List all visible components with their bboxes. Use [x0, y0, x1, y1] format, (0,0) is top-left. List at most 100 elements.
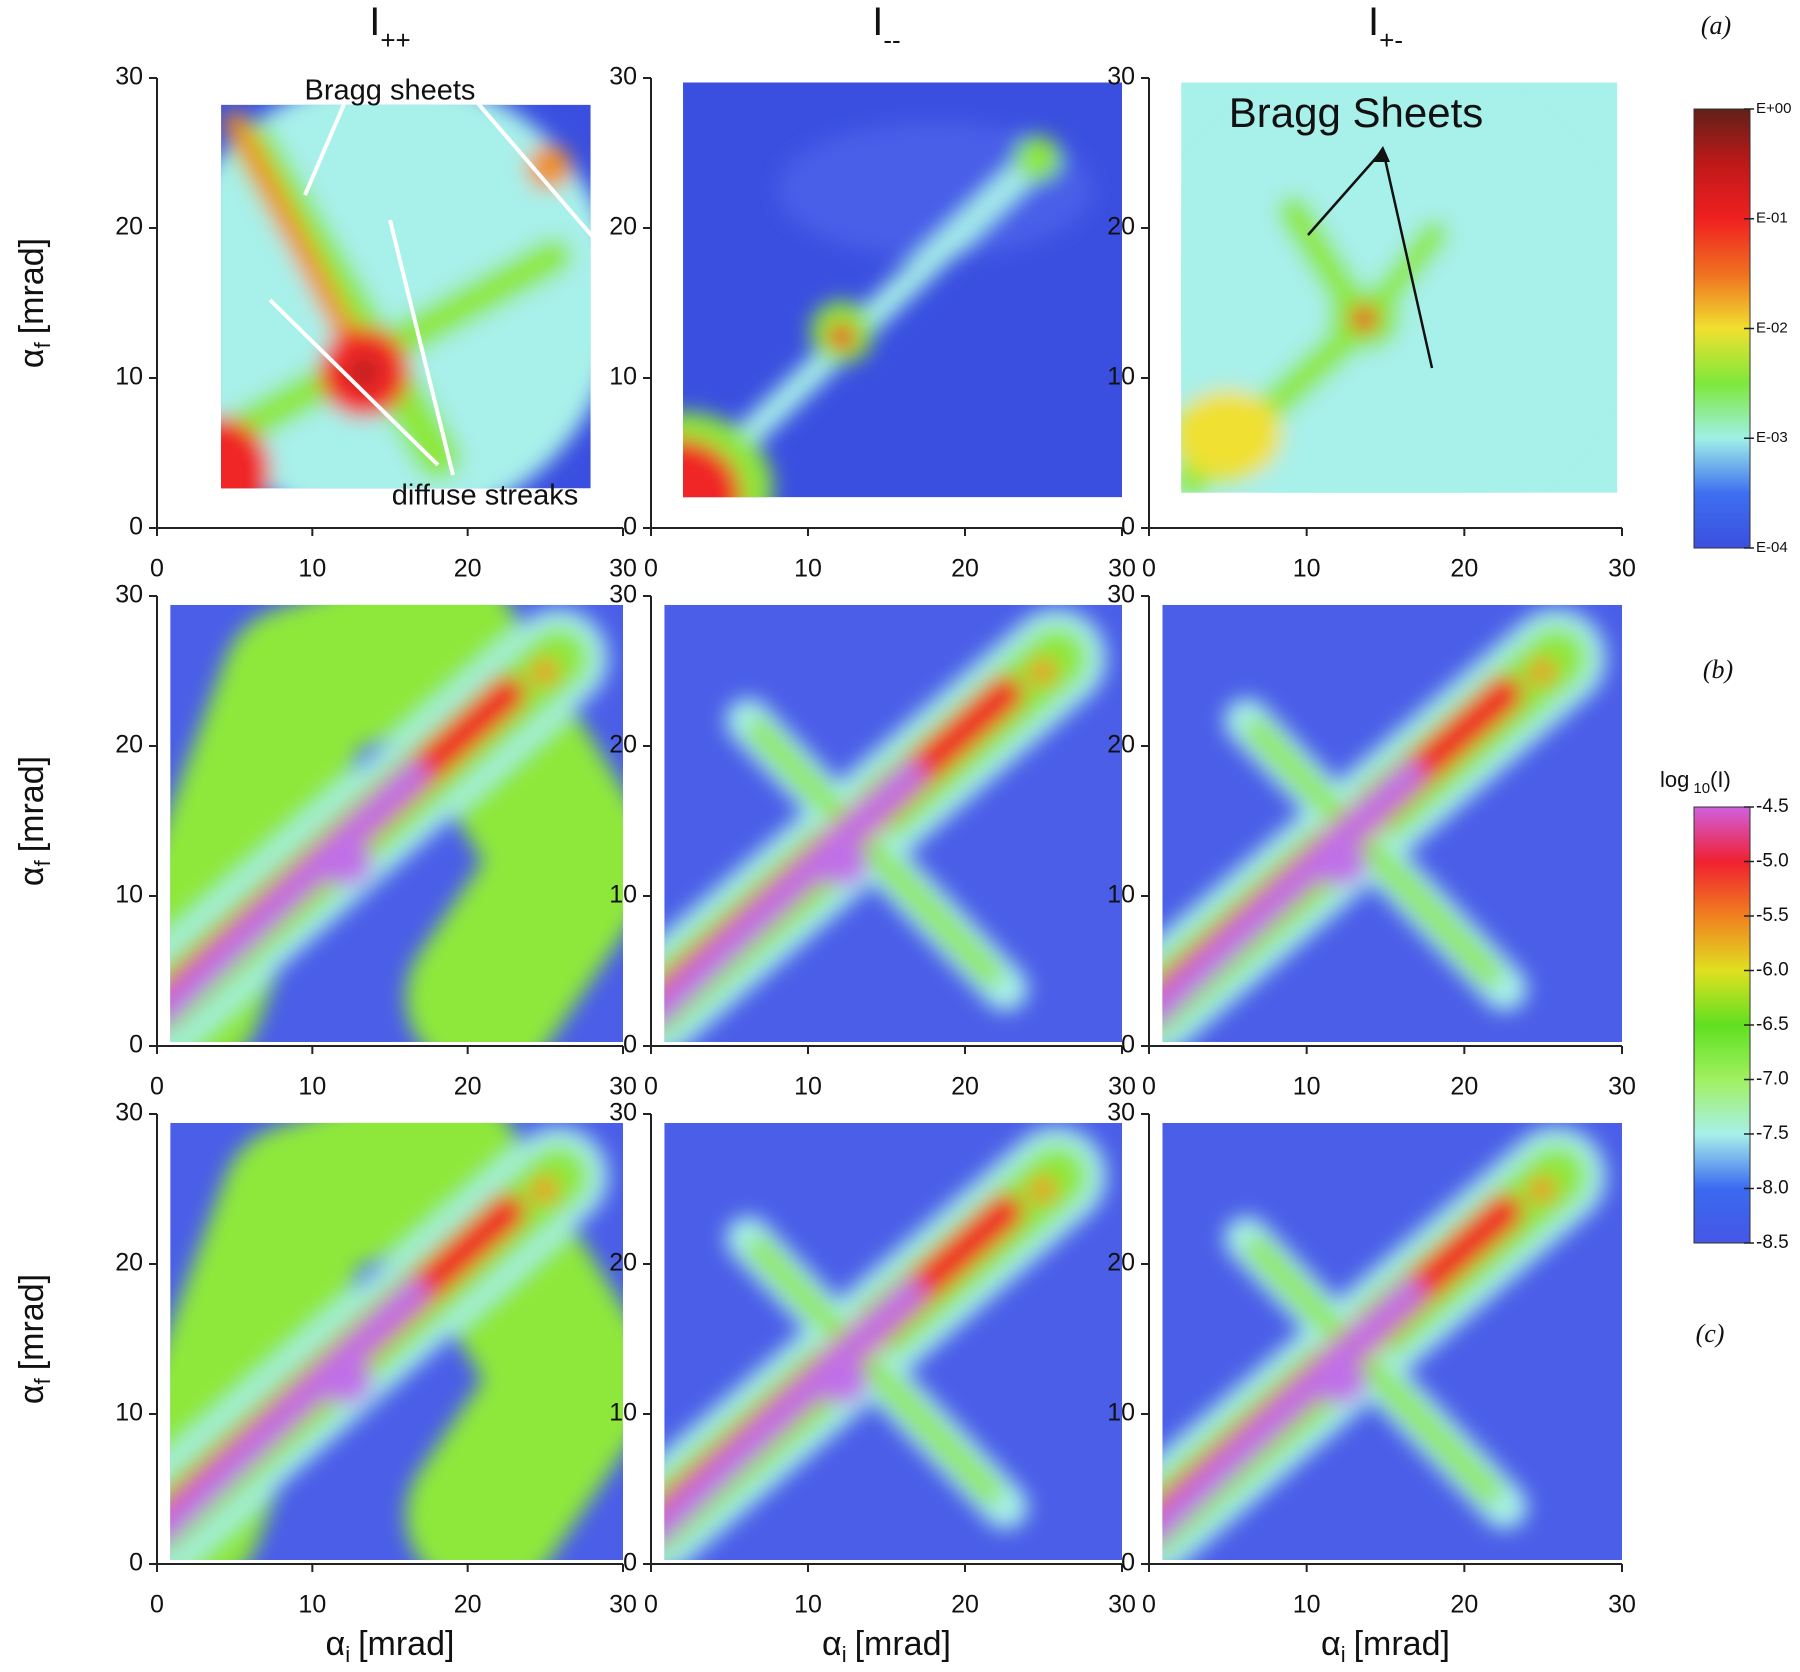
heatmap-features	[664, 1126, 1107, 1561]
y-tick-label: 30	[1107, 63, 1135, 91]
annotation: Bragg sheets	[305, 75, 476, 107]
x-tick-label: 20	[951, 1591, 979, 1619]
intensity-streak	[170, 1122, 624, 1561]
axis-label: αi [mrad]	[1321, 1625, 1450, 1667]
axis-subscript: f	[30, 1377, 55, 1384]
x-tick-label: 30	[609, 555, 637, 583]
intensity-blob	[814, 841, 869, 887]
y-tick-label: 30	[115, 63, 143, 91]
y-tick-label: 0	[1121, 1549, 1135, 1577]
title-subscript: --	[883, 25, 900, 55]
axis-symbol: α	[1321, 1625, 1341, 1663]
intensity-streak	[746, 1236, 1003, 1505]
title-symbol: I	[1368, 0, 1379, 44]
heatmap	[1162, 604, 1622, 1042]
intensity-blob	[777, 122, 1093, 257]
intensity-streak	[1162, 1278, 1425, 1543]
axis-unit: [mrad]	[13, 756, 51, 852]
intensity-blob	[318, 841, 373, 887]
intensity-blob	[318, 1359, 373, 1405]
intensity-blob	[221, 416, 271, 489]
x-tick-label: 20	[1450, 1073, 1478, 1101]
colorbar-tick-label: -4.5	[1756, 796, 1789, 817]
x-tick-label: 20	[1450, 1591, 1478, 1619]
heatmap-features	[1181, 82, 1613, 493]
x-tick-label: 0	[1142, 1073, 1156, 1101]
intensity-blob	[828, 323, 856, 351]
intensity-blob	[1350, 305, 1378, 333]
y-tick-label: 10	[1107, 1399, 1135, 1427]
intensity-streak	[170, 760, 429, 1026]
intensity-blob	[526, 144, 572, 190]
intensity-blob	[1029, 1176, 1057, 1204]
axis-subscript: f	[30, 341, 55, 348]
y-tick-label: 20	[115, 213, 143, 241]
heatmap-features	[170, 1122, 624, 1561]
axis-subscript: i	[345, 1642, 350, 1667]
heatmap	[170, 1122, 624, 1561]
x-tick-label: 10	[298, 1073, 326, 1101]
title-symbol: I	[872, 0, 883, 44]
intensity-blob	[1181, 389, 1283, 480]
colorbar-tick-label: -8.0	[1756, 1178, 1789, 1199]
heatmap-features	[664, 608, 1107, 1042]
x-tick-label: 20	[951, 1073, 979, 1101]
colorbar-tick-label: E-01	[1756, 210, 1788, 227]
y-tick-label: 30	[609, 581, 637, 609]
y-tick-label: 30	[115, 1099, 143, 1127]
colorbar-tick-label: -7.0	[1756, 1069, 1789, 1090]
x-tick-label: 30	[1108, 1073, 1136, 1101]
axis-unit: [mrad]	[1354, 1625, 1450, 1663]
axis-symbol: α	[13, 866, 51, 886]
x-tick-label: 10	[794, 1591, 822, 1619]
x-tick-label: 30	[609, 1073, 637, 1101]
x-tick-label: 30	[1608, 1073, 1636, 1101]
heatmap	[1181, 82, 1618, 493]
y-tick-label: 30	[1107, 581, 1135, 609]
y-tick-label: 20	[1107, 731, 1135, 759]
y-tick-label: 0	[129, 1031, 143, 1059]
colorbar-tick-label: -8.5	[1756, 1232, 1789, 1253]
intensity-blob	[530, 658, 558, 686]
row-label: (a)	[1701, 11, 1731, 40]
axis-unit: [mrad]	[855, 1625, 951, 1663]
intensity-streak	[1244, 1236, 1502, 1505]
heatmap	[664, 1122, 1122, 1561]
axis-label: αf [mrad]	[13, 756, 55, 886]
y-tick-label: 20	[609, 1249, 637, 1277]
axis-label: αf [mrad]	[13, 1274, 55, 1404]
intensity-streak	[1244, 718, 1502, 987]
x-tick-label: 20	[1450, 555, 1478, 583]
heatmap-features	[170, 604, 624, 1042]
intensity-blob	[1015, 135, 1061, 181]
heatmap	[1162, 1122, 1622, 1561]
annotation-line	[388, 219, 455, 476]
intensity-blob	[1528, 658, 1556, 686]
intensity-blob	[530, 1176, 558, 1204]
colorbar-tick-label: -6.5	[1756, 1014, 1789, 1035]
x-tick-label: 10	[298, 1591, 326, 1619]
panel-title: I+-	[1368, 0, 1403, 55]
y-tick-label: 0	[623, 1031, 637, 1059]
x-tick-label: 0	[1142, 1591, 1156, 1619]
y-tick-label: 10	[1107, 363, 1135, 391]
intensity-streak	[664, 1278, 926, 1543]
colorbar-tick-label: E+00	[1756, 100, 1791, 117]
colorbar-tick-label: E-04	[1756, 539, 1788, 556]
x-tick-label: 10	[298, 555, 326, 583]
panel-title: I--	[872, 0, 900, 55]
y-tick-label: 20	[1107, 1249, 1135, 1277]
colorbar	[1693, 806, 1751, 1244]
intensity-blob	[1313, 1359, 1368, 1405]
intensity-blob	[1313, 841, 1368, 887]
annotation: Bragg Sheets	[1229, 89, 1484, 136]
heatmap	[664, 604, 1122, 1042]
arrow-head	[1372, 146, 1390, 162]
x-tick-label: 20	[454, 1073, 482, 1101]
colorbar-tick-label: E-02	[1756, 319, 1788, 336]
x-tick-label: 10	[794, 555, 822, 583]
x-tick-label: 0	[150, 1073, 164, 1101]
y-tick-label: 10	[115, 881, 143, 909]
y-tick-label: 30	[609, 63, 637, 91]
heatmap	[683, 82, 1122, 498]
